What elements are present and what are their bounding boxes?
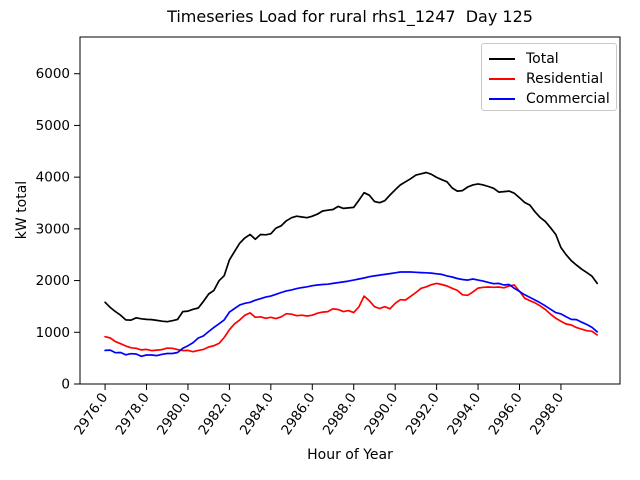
x-tick-label: 2990.0 [361,390,401,438]
series-line-commercial [104,271,599,358]
y-tick-label: 0 [61,377,70,393]
y-tick-label: 1000 [36,325,70,341]
legend-label-total: Total [526,51,559,67]
x-tick-label: 2998.0 [527,390,567,438]
legend-line-swatch-total [489,58,515,60]
x-tick-label: 2996.0 [486,390,526,438]
y-tick-label: 6000 [36,66,70,82]
chart-title: Timeseries Load for rural rhs1_1247 Day … [167,7,533,26]
y-tick-label: 5000 [36,118,70,134]
x-tick-label: 2984.0 [237,390,277,438]
y-axis-label: kW total [14,180,30,240]
y-tick-label: 3000 [36,221,70,237]
legend-label-commercial: Commercial [526,91,610,107]
axes-box [79,36,621,385]
x-tick-label: 2980.0 [154,390,194,438]
x-tick-label: 2982.0 [195,390,235,438]
x-axis-label: Hour of Year [307,447,393,463]
y-tick-label: 4000 [36,170,70,186]
series-line-residential [104,282,599,353]
x-tick-label: 2976.0 [71,390,111,438]
legend-label-residential: Residential [526,71,604,87]
legend-item-total: Total [482,49,616,69]
legend-item-residential: Residential [482,69,616,89]
x-tick-label: 2978.0 [113,390,153,438]
legend-item-commercial: Commercial [482,89,616,109]
legend-line-swatch-residential [489,78,515,80]
x-tick-label: 2992.0 [403,390,443,438]
x-tick-label: 2988.0 [320,390,360,438]
legend: Total Residential Commercial [481,43,617,111]
x-tick-label: 2986.0 [278,390,318,438]
y-tick-label: 2000 [36,273,70,289]
legend-line-swatch-commercial [489,98,515,100]
x-tick-label: 2994.0 [444,390,484,438]
series-line-total [104,171,599,323]
